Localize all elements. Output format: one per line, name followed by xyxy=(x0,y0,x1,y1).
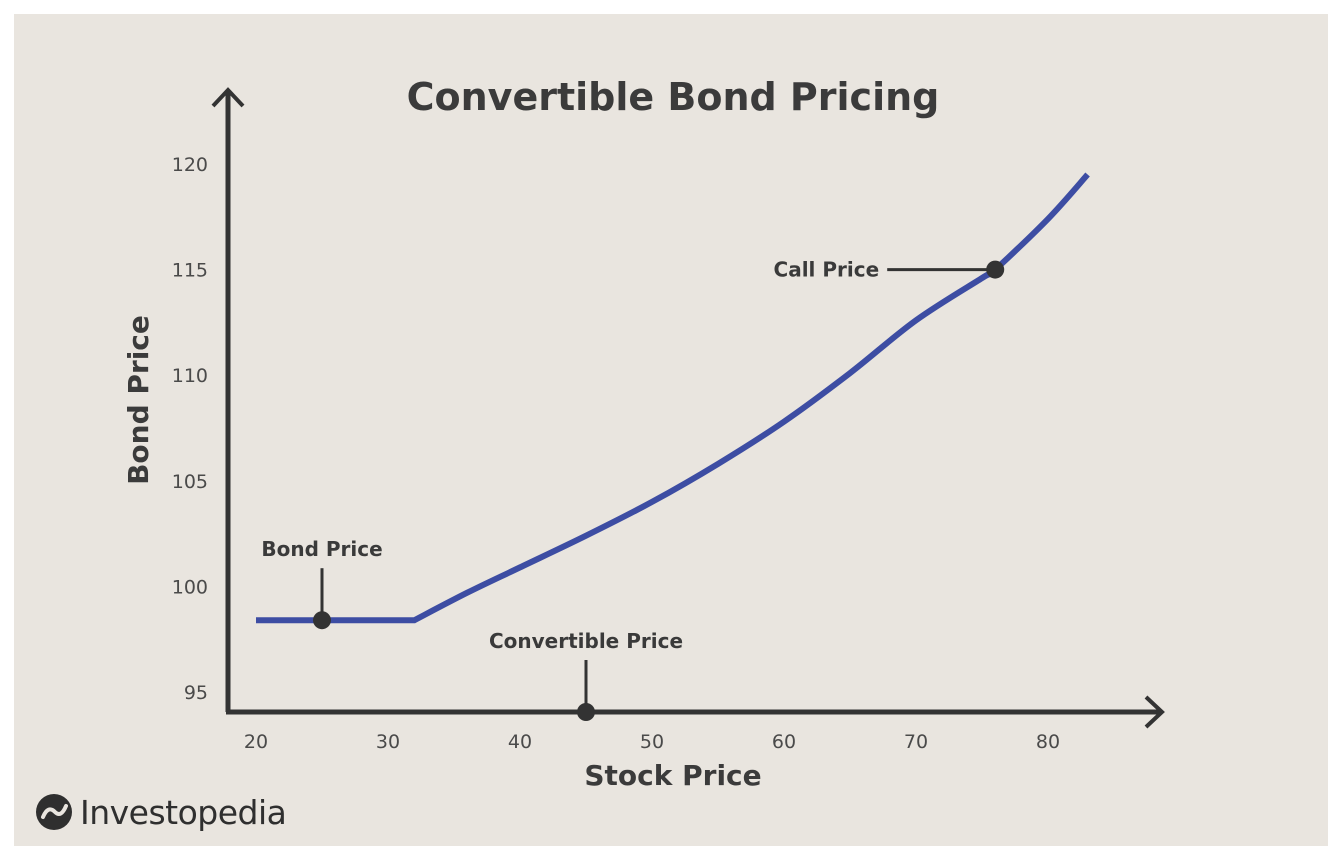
y-tick-label: 120 xyxy=(172,154,208,176)
annotation: Convertible Price xyxy=(489,629,683,721)
x-axis-title: Stock Price xyxy=(584,759,761,792)
annotation-label: Convertible Price xyxy=(489,629,683,653)
x-tick-label: 60 xyxy=(772,731,796,753)
x-tick-label: 70 xyxy=(904,731,928,753)
x-axis xyxy=(226,695,1165,729)
x-tick-labels: 20 30 40 50 60 70 80 xyxy=(244,731,1060,753)
annotation: Bond Price xyxy=(261,537,383,630)
y-tick-label: 110 xyxy=(172,365,208,387)
y-tick-labels: 95 100 105 110 115 120 xyxy=(172,154,208,704)
x-tick-label: 50 xyxy=(640,731,664,753)
y-axis-title: Bond Price xyxy=(122,315,155,485)
annotation-marker xyxy=(313,611,331,630)
annotation-marker xyxy=(986,260,1005,279)
annotation-marker xyxy=(577,703,595,721)
y-tick-label: 100 xyxy=(172,576,208,598)
annotations-group: Bond Price Convertible Price Call Price xyxy=(261,258,1005,721)
x-tick-label: 80 xyxy=(1036,731,1060,753)
x-tick-label: 40 xyxy=(508,731,532,753)
annotation-label: Bond Price xyxy=(261,537,382,561)
x-tick-label: 20 xyxy=(244,731,268,753)
y-tick-label: 95 xyxy=(184,682,208,704)
brand-logo: Investopedia xyxy=(34,790,287,834)
chart-card xyxy=(14,14,1328,846)
brand-name: Investopedia xyxy=(80,792,287,832)
y-axis xyxy=(211,87,245,712)
y-axis-arrow-icon xyxy=(211,87,245,108)
x-axis-arrow-icon xyxy=(1144,695,1165,729)
y-tick-label: 115 xyxy=(172,260,208,282)
investopedia-logo-icon xyxy=(36,794,72,830)
x-tick-label: 30 xyxy=(376,731,400,753)
chart-title: Convertible Bond Pricing xyxy=(407,75,940,119)
annotation-label: Call Price xyxy=(774,258,880,282)
y-tick-label: 105 xyxy=(172,471,208,493)
annotation: Call Price xyxy=(774,258,1005,282)
